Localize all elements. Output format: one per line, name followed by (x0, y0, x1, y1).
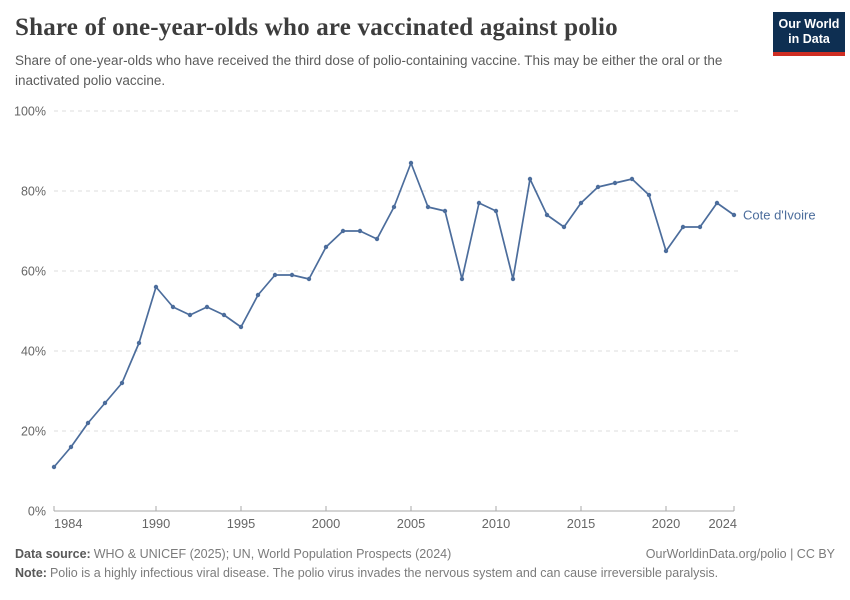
data-point (442, 208, 448, 214)
y-tick-label: 20% (21, 425, 46, 439)
data-source: Data source: WHO & UNICEF (2025); UN, Wor… (15, 545, 451, 564)
data-point (136, 340, 142, 346)
x-tick-label: 2015 (567, 516, 595, 531)
data-point (238, 324, 244, 330)
data-point (68, 444, 74, 450)
x-tick-label: 2005 (397, 516, 425, 531)
polio-line-chart: 0% 20% 40% 60% 80% 100% 1984 1990 1995 2000 2005 20… (14, 105, 816, 532)
data-point (272, 272, 278, 278)
data-point (170, 304, 176, 310)
footer-note-text: Polio is a highly infectious viral disea… (49, 566, 719, 581)
chart-footer: Data source: WHO & UNICEF (2025); UN, Wor… (15, 545, 835, 584)
owid-logo-line1: Our World (778, 16, 840, 31)
data-point (323, 244, 329, 250)
x-tick-label: 1984 (54, 516, 82, 531)
data-point (51, 464, 57, 470)
page-title: Share of one-year-olds who are vaccinate… (15, 14, 618, 41)
data-point (221, 312, 227, 318)
y-tick-label: 100% (14, 105, 46, 119)
data-point (612, 180, 618, 186)
data-point (561, 224, 567, 230)
data-point (578, 200, 584, 206)
owid-logo: Our World in Data (773, 12, 845, 56)
data-point (119, 380, 125, 386)
data-point (187, 312, 193, 318)
data-point (102, 400, 108, 406)
data-point (391, 204, 397, 210)
data-point (340, 228, 346, 234)
data-point (357, 228, 363, 234)
data-point (510, 276, 516, 282)
footer-note-label: Note: (15, 566, 47, 581)
x-tick-label: 2000 (312, 516, 340, 531)
data-point (731, 212, 737, 218)
data-point (306, 276, 312, 282)
x-tick-label: 2020 (652, 516, 680, 531)
data-point (646, 192, 652, 198)
footer-note: Note: Polio is a highly infectious viral … (15, 564, 835, 583)
x-tick-label: 1995 (227, 516, 255, 531)
data-point (527, 176, 533, 182)
data-point (595, 184, 601, 190)
data-point (289, 272, 295, 278)
data-point (374, 236, 380, 242)
data-point (255, 292, 261, 298)
license-link[interactable]: OurWorldinData.org/polio | CC BY (645, 547, 835, 561)
x-tick-label: 2010 (482, 516, 510, 531)
y-tick-label: 0% (28, 505, 46, 519)
data-point (697, 224, 703, 230)
data-point (85, 420, 91, 426)
x-tick-label: 2024 (709, 516, 737, 531)
data-point (425, 204, 431, 210)
data-point (459, 276, 465, 282)
series-end-label: Cote d'Ivoire (743, 208, 816, 223)
data-point (663, 248, 669, 254)
chart-subtitle: Share of one-year-olds who have received… (15, 53, 723, 89)
y-tick-label: 80% (21, 185, 46, 199)
data-point (680, 224, 686, 230)
data-source-text: WHO & UNICEF (2025); UN, World Populatio… (93, 547, 452, 561)
data-point (714, 200, 720, 206)
data-point (204, 304, 210, 310)
data-point (476, 200, 482, 206)
y-tick-label: 60% (21, 265, 46, 279)
x-tick-label: 1990 (142, 516, 170, 531)
y-tick-label: 40% (21, 345, 46, 359)
data-point (408, 160, 414, 166)
data-point (493, 208, 499, 214)
owid-logo-line2: in Data (788, 32, 830, 46)
data-point (629, 176, 635, 182)
data-point (153, 284, 159, 290)
data-source-label: Data source: (15, 547, 91, 561)
data-point (544, 212, 550, 218)
